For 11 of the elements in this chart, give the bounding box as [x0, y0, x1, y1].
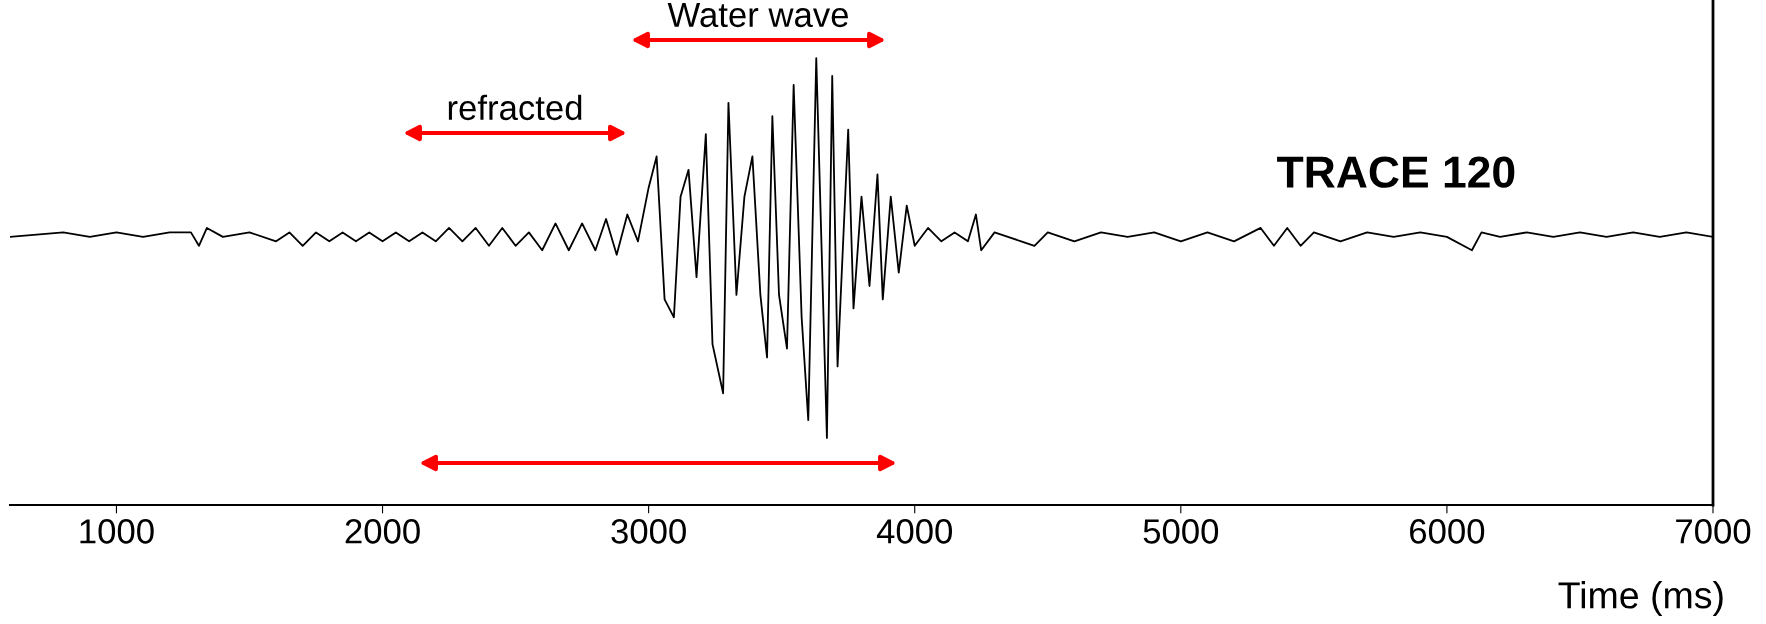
- text: TRACE 120: [1277, 156, 1515, 188]
- x-tick-label: 6000: [1410, 519, 1485, 544]
- x-tick-label: 2000: [345, 519, 420, 544]
- x-axis-title: Time (ms): [1558, 581, 1723, 616]
- x-tick-label: 4000: [876, 519, 952, 544]
- x-tick-label: 7000: [1676, 519, 1751, 544]
- text: Water wave: [667, 2, 848, 28]
- x-tick-label: 3000: [611, 519, 686, 544]
- x-tick-label: 5000: [1143, 519, 1219, 544]
- annotation: refracted: [448, 94, 582, 121]
- x-tick-label: 1000: [80, 519, 154, 544]
